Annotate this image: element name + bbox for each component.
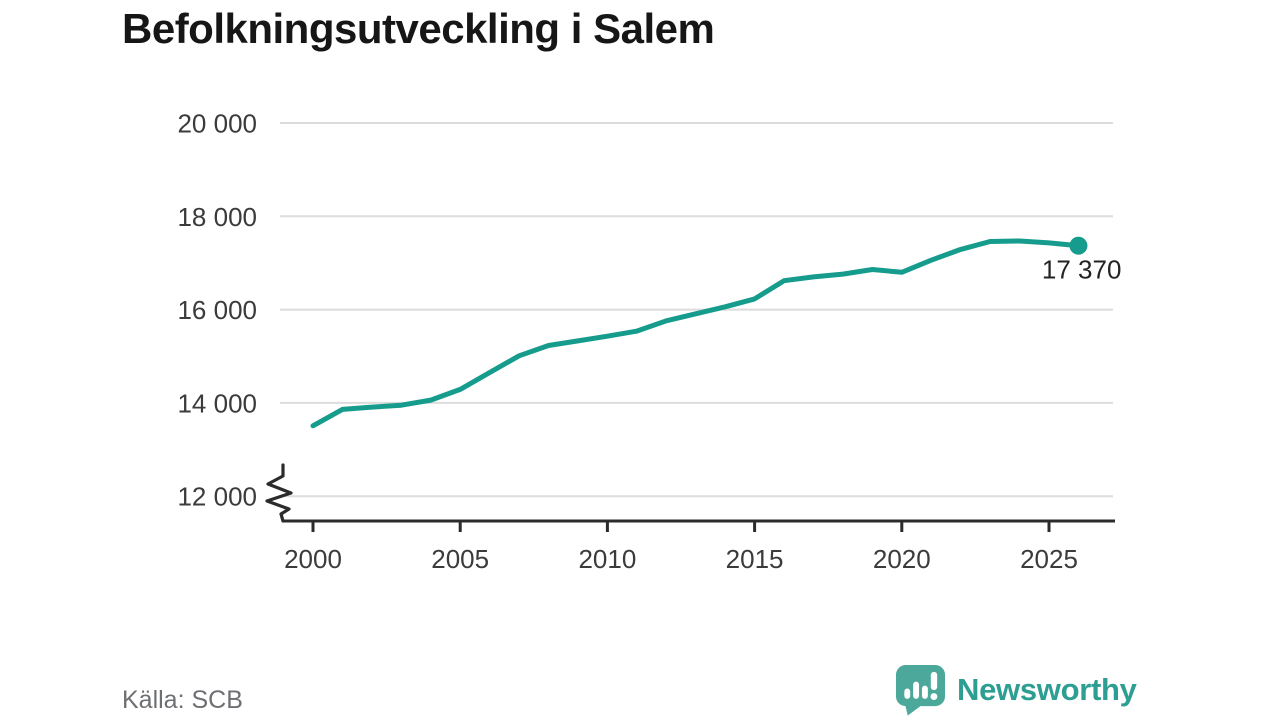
- end-value-label: 17 370: [1042, 255, 1122, 285]
- y-tick-label: 12 000: [177, 482, 257, 512]
- x-tick-label: 2000: [284, 544, 342, 574]
- source-label: Källa: SCB: [122, 686, 243, 714]
- newsworthy-logo: Newsworthy: [895, 662, 1137, 718]
- newsworthy-bar-chart-bubble-icon: [895, 664, 946, 716]
- y-tick-label: 18 000: [177, 202, 257, 232]
- series-end-dot: [1069, 236, 1088, 255]
- y-axis-break: [265, 463, 293, 523]
- newsworthy-logo-text: Newsworthy: [957, 672, 1137, 707]
- population-series-line: [310, 238, 1081, 429]
- x-tick-label: 2015: [726, 544, 784, 574]
- y-tick-label: 20 000: [177, 109, 257, 139]
- page-title: Befolkningsutveckling i Salem: [122, 5, 715, 52]
- x-tick-label: 2020: [873, 544, 931, 574]
- x-tick-label: 2025: [1020, 544, 1078, 574]
- y-tick-label: 16 000: [177, 295, 257, 325]
- y-tick-label: 14 000: [177, 388, 257, 418]
- x-tick-label: 2005: [431, 544, 489, 574]
- x-tick-label: 2010: [578, 544, 636, 574]
